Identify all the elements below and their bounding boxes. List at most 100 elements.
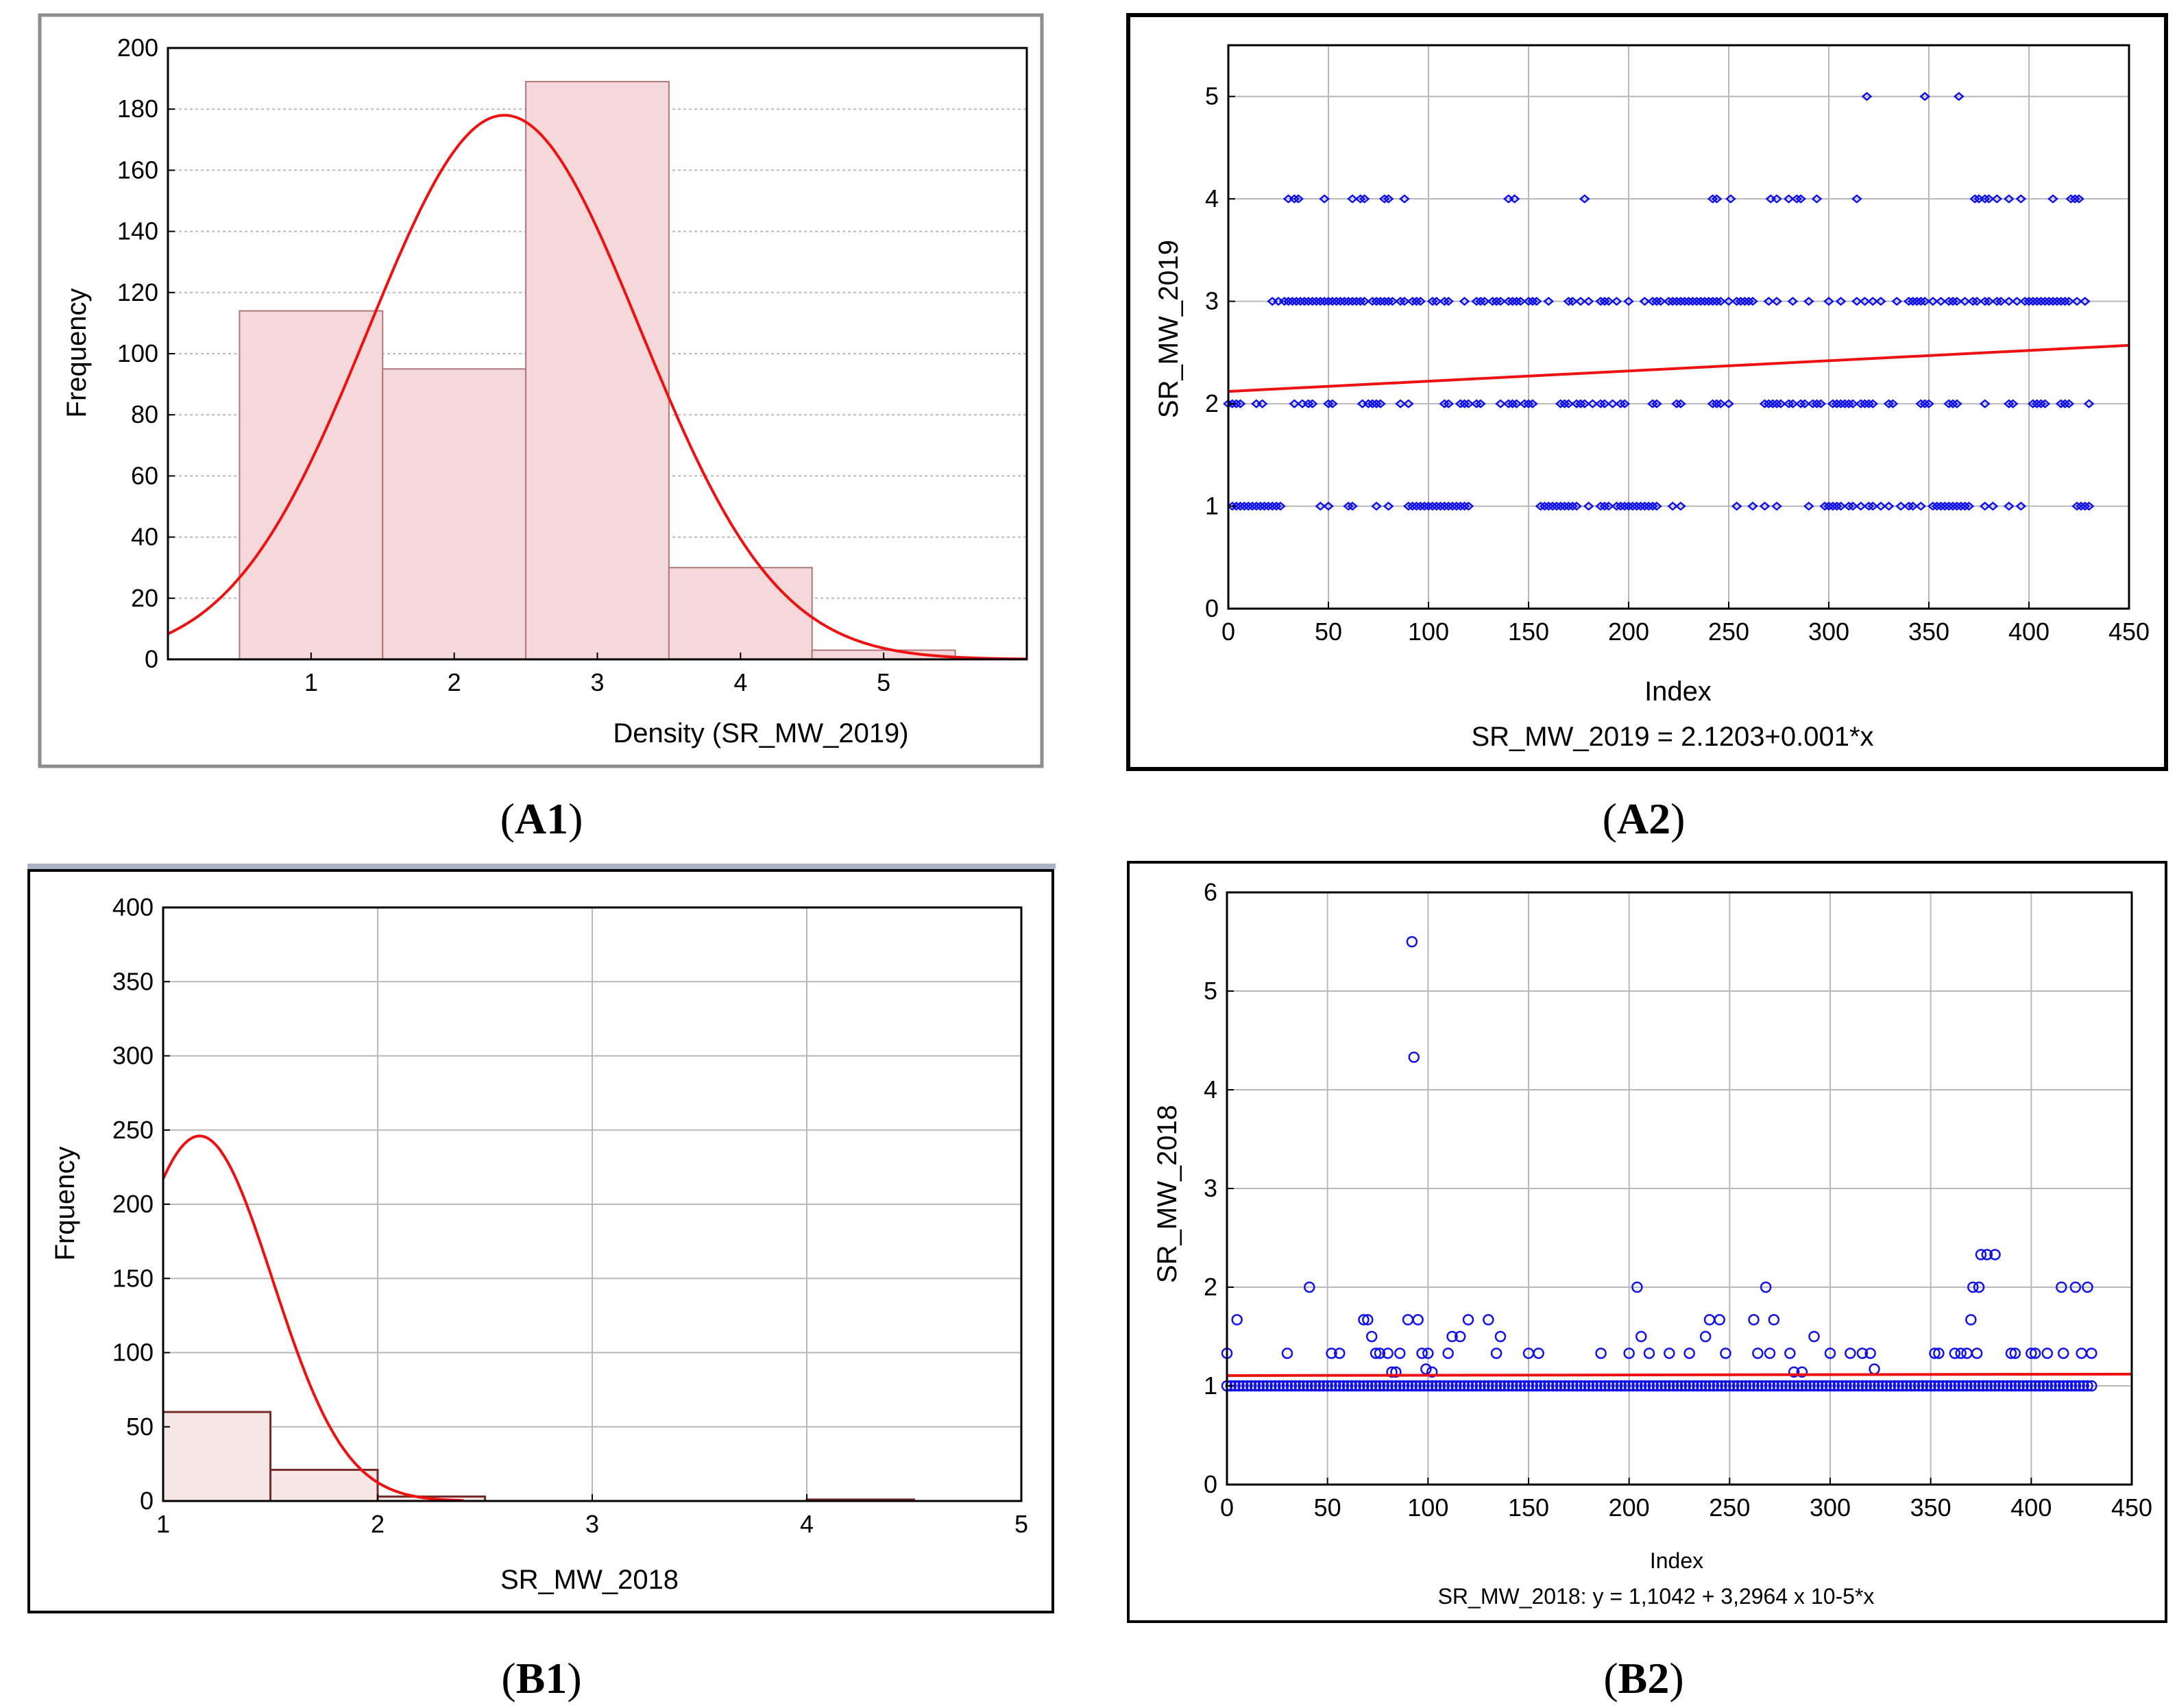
b2-point	[1354, 1380, 1365, 1392]
a1-bar	[525, 81, 670, 660]
a2-point	[1759, 501, 1771, 511]
a2-point	[1843, 399, 1855, 408]
caption-a2: (A2)	[1603, 794, 1686, 843]
a1-y-tick-label: 200	[117, 34, 158, 62]
a2-point	[1374, 399, 1386, 408]
b2-point	[2086, 1380, 2097, 1392]
a2-point	[1579, 194, 1590, 204]
b2-point	[1233, 1380, 1245, 1392]
a2-point	[1583, 501, 1594, 511]
a2-point	[1987, 501, 1999, 511]
b2-point	[1261, 1380, 1273, 1392]
a2-point	[1891, 297, 1903, 306]
a2-x-tick-label: 50	[1315, 618, 1342, 646]
a2-point	[1402, 399, 1414, 408]
b2-point	[2033, 1380, 2045, 1392]
a2-point	[1991, 297, 2003, 306]
a2-point	[1979, 194, 1991, 204]
b2-point	[1293, 1380, 1305, 1392]
b2-point	[1679, 1380, 1692, 1392]
b2-point	[1623, 1347, 1635, 1359]
b2-point	[1370, 1347, 1382, 1359]
b1-normal-curve	[162, 1134, 464, 1502]
b2-point	[1237, 1380, 1249, 1392]
b2-point	[1420, 1363, 1432, 1375]
b2-x-tick-label: 300	[1810, 1493, 1851, 1522]
b2-point	[1675, 1380, 1688, 1392]
a2-point	[1979, 399, 1991, 408]
a2-point	[1383, 501, 1394, 511]
b2-point	[1792, 1380, 1804, 1392]
caption-b2: (B2)	[1603, 1654, 1683, 1703]
a2-point	[1811, 399, 1823, 408]
panel-b2-frame	[1127, 861, 2167, 1623]
b2-point	[1330, 1380, 1341, 1392]
b2-point	[1845, 1347, 1856, 1359]
b2-point	[1635, 1330, 1647, 1343]
b2-point	[1410, 1380, 1422, 1392]
a2-point	[1411, 297, 1422, 306]
b2-point	[2013, 1380, 2025, 1392]
a2-point	[1969, 194, 1981, 204]
b2-point	[1768, 1380, 1780, 1392]
b2-point	[1515, 1380, 1527, 1392]
a2-point	[2073, 194, 2084, 204]
b2-point	[1627, 1380, 1639, 1392]
b2-point	[1607, 1380, 1619, 1392]
b2-point	[1337, 1380, 1350, 1392]
b2-point	[1245, 1380, 1257, 1392]
b2-point	[1703, 1380, 1716, 1392]
b2-point	[1390, 1366, 1402, 1378]
b2-point	[1269, 1380, 1281, 1392]
b2-point	[2073, 1380, 2085, 1392]
b1-bar	[162, 1411, 271, 1502]
a2-point	[1323, 399, 1334, 408]
a2-point	[1267, 297, 1278, 306]
a2-point	[2003, 194, 2015, 204]
b2-point	[1257, 1380, 1269, 1392]
b2-point	[1864, 1347, 1876, 1359]
a2-point	[1559, 399, 1570, 408]
b2-point	[1370, 1380, 1382, 1392]
a2-point	[2003, 399, 2015, 408]
b2-point	[1971, 1347, 1983, 1359]
a2-point	[1861, 92, 1873, 101]
b2-point	[2086, 1347, 2097, 1359]
b2-point	[1298, 1380, 1309, 1392]
b2-point	[1869, 1380, 1880, 1392]
b2-point	[1696, 1380, 1707, 1392]
b2-point	[1683, 1380, 1695, 1392]
b2-point	[1981, 1380, 1993, 1392]
b2-point	[2082, 1380, 2093, 1392]
b2-point	[1643, 1347, 1655, 1359]
b2-point	[1533, 1347, 1544, 1359]
a2-point	[1791, 194, 1803, 204]
b2-point	[1490, 1347, 1503, 1359]
a2-point	[1615, 399, 1627, 408]
b2-point	[2082, 1281, 2093, 1293]
b2-point	[2009, 1380, 2021, 1392]
b2-point	[1864, 1380, 1876, 1392]
b2-point	[1888, 1380, 1901, 1392]
b2-point	[1748, 1380, 1760, 1392]
b2-point	[1382, 1347, 1394, 1359]
a2-y-tick-label: 2	[1205, 389, 1219, 417]
b2-point	[1808, 1330, 1820, 1343]
b2-point	[1965, 1314, 1977, 1326]
b2-point	[1647, 1380, 1659, 1392]
a2-point	[1297, 399, 1308, 408]
a2-point	[1973, 194, 1984, 204]
a2-point	[2083, 501, 2095, 511]
b2-point	[1374, 1347, 1386, 1359]
a2-point	[1439, 297, 1450, 306]
b2-point	[1611, 1380, 1623, 1392]
a2-point	[1747, 501, 1758, 511]
a2-point	[1439, 399, 1450, 408]
a1-x-ticks: 1 2 3 4 5	[304, 652, 890, 696]
a2-y-ticks: 0 1 2 3 4 5	[1205, 82, 1235, 622]
a2-point	[1599, 297, 1610, 306]
b1-y-tick-label: 300	[112, 1042, 154, 1070]
a2-point	[1803, 501, 1814, 511]
b2-point	[1832, 1380, 1844, 1392]
a2-point	[1595, 399, 1607, 408]
